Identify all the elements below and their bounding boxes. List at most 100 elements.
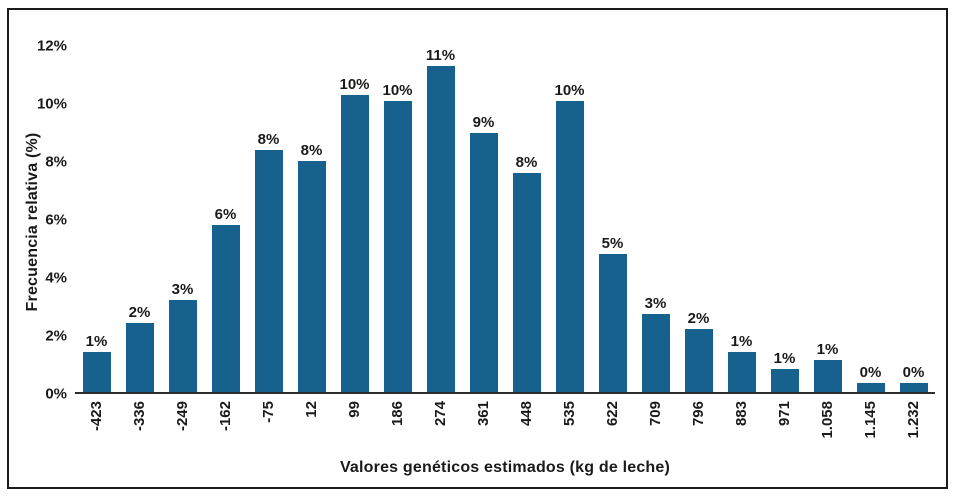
bar-value-label: 0% bbox=[859, 364, 882, 382]
x-tick-cell: 1.145 bbox=[849, 401, 892, 459]
bar bbox=[684, 328, 713, 392]
bar-column: 1% bbox=[806, 46, 849, 392]
x-tick-cell: 186 bbox=[376, 401, 419, 459]
bar bbox=[211, 224, 240, 392]
y-axis-ticks: 0% 2% 4% 6% 8% 10% 12% bbox=[0, 39, 67, 402]
x-tick-cell: 883 bbox=[720, 401, 763, 459]
bar-value-label: 5% bbox=[601, 234, 624, 252]
bar-value-label: 8% bbox=[300, 142, 323, 160]
bar-value-label: 10% bbox=[339, 76, 370, 94]
x-tick-label: -423 bbox=[88, 401, 105, 432]
bar-value-label: 1% bbox=[85, 332, 108, 350]
x-tick-label: 971 bbox=[776, 401, 793, 427]
bar-value-label: 1% bbox=[773, 349, 796, 367]
bar bbox=[598, 253, 627, 392]
y-tick-label: 10% bbox=[36, 95, 67, 113]
y-tick-label: 8% bbox=[45, 153, 67, 171]
bar bbox=[813, 360, 842, 392]
y-tick-label: 4% bbox=[45, 269, 67, 287]
bar-column: 1% bbox=[763, 46, 806, 392]
y-tick-label: 0% bbox=[45, 385, 67, 403]
x-tick-label: 535 bbox=[561, 401, 578, 427]
bar bbox=[168, 299, 197, 392]
bar bbox=[297, 161, 326, 392]
bar-column: 2% bbox=[118, 46, 161, 392]
bar-column: 11% bbox=[419, 46, 462, 392]
bar bbox=[383, 100, 412, 392]
x-tick-cell: 535 bbox=[548, 401, 591, 459]
x-tick-cell: 12 bbox=[290, 401, 333, 459]
bar-column: 10% bbox=[333, 46, 376, 392]
x-tick-label: 796 bbox=[690, 401, 707, 427]
x-tick-label: 186 bbox=[389, 401, 406, 427]
bar-value-label: 10% bbox=[554, 81, 585, 99]
bar-column: 6% bbox=[204, 46, 247, 392]
plot-area: 1% 2% 3% 6% 8% 8% 10% 10% 11% 9% 8% 10% 5% 3% 2% 1% 1% 1%… bbox=[75, 46, 935, 394]
x-tick-label: 448 bbox=[518, 401, 535, 427]
bar bbox=[125, 322, 154, 392]
bar-value-label: 9% bbox=[472, 113, 495, 131]
y-tick-label: 6% bbox=[45, 211, 67, 229]
bar bbox=[512, 172, 541, 392]
bar bbox=[340, 95, 369, 392]
bar-value-label: 8% bbox=[515, 153, 538, 171]
x-tick-cell: -162 bbox=[204, 401, 247, 459]
x-tick-label: 883 bbox=[733, 401, 750, 427]
bar-value-label: 11% bbox=[425, 47, 456, 65]
x-axis-ticks: -423 -336 -249 -162 -75 12 99 186 274 361 448 535 62… bbox=[75, 401, 935, 459]
bar-column: 0% bbox=[849, 46, 892, 392]
x-tick-label: 1.232 bbox=[905, 401, 922, 439]
x-tick-cell: 971 bbox=[763, 401, 806, 459]
x-tick-cell: 448 bbox=[505, 401, 548, 459]
bar bbox=[555, 100, 584, 392]
bar-value-label: 6% bbox=[214, 205, 237, 223]
bar-column: 3% bbox=[634, 46, 677, 392]
bar-value-label: 3% bbox=[171, 280, 194, 298]
x-tick-cell: 274 bbox=[419, 401, 462, 459]
x-tick-cell: 99 bbox=[333, 401, 376, 459]
bar-value-label: 0% bbox=[902, 364, 925, 382]
x-tick-cell: -336 bbox=[118, 401, 161, 459]
bar bbox=[254, 149, 283, 392]
x-tick-cell: -423 bbox=[75, 401, 118, 459]
bar-column: 10% bbox=[376, 46, 419, 392]
x-tick-cell: 796 bbox=[677, 401, 720, 459]
bar-value-label: 10% bbox=[382, 81, 413, 99]
x-tick-label: 709 bbox=[647, 401, 664, 427]
y-tick-label: 12% bbox=[36, 37, 67, 55]
x-tick-label: 622 bbox=[604, 401, 621, 427]
bar bbox=[469, 132, 498, 392]
bar bbox=[641, 314, 670, 392]
x-tick-cell: -75 bbox=[247, 401, 290, 459]
x-tick-cell: 622 bbox=[591, 401, 634, 459]
x-tick-cell: 709 bbox=[634, 401, 677, 459]
bar-column: 3% bbox=[161, 46, 204, 392]
bar-column: 8% bbox=[505, 46, 548, 392]
bar bbox=[770, 368, 799, 392]
x-tick-label: 12 bbox=[303, 401, 320, 418]
bar-column: 1% bbox=[720, 46, 763, 392]
x-tick-label: -75 bbox=[260, 401, 277, 423]
x-axis-title: Valores genéticos estimados (kg de leche… bbox=[339, 459, 671, 476]
x-tick-cell: -249 bbox=[161, 401, 204, 459]
x-tick-label: 1.058 bbox=[819, 401, 836, 439]
bar-value-label: 2% bbox=[128, 303, 151, 321]
bar bbox=[727, 351, 756, 392]
bar-column: 9% bbox=[462, 46, 505, 392]
bar-column: 0% bbox=[892, 46, 935, 392]
bar-column: 2% bbox=[677, 46, 720, 392]
bar-column: 8% bbox=[290, 46, 333, 392]
bar-value-label: 3% bbox=[644, 295, 667, 313]
x-tick-label: 361 bbox=[475, 401, 492, 427]
bar-value-label: 1% bbox=[816, 341, 839, 359]
bar bbox=[899, 383, 928, 392]
bar-column: 10% bbox=[548, 46, 591, 392]
x-tick-label: -249 bbox=[174, 401, 191, 432]
bar-column: 8% bbox=[247, 46, 290, 392]
bar-column: 1% bbox=[75, 46, 118, 392]
bar-value-label: 2% bbox=[687, 309, 710, 327]
x-tick-label: 99 bbox=[346, 401, 363, 418]
x-tick-cell: 1.232 bbox=[892, 401, 935, 459]
x-tick-cell: 361 bbox=[462, 401, 505, 459]
